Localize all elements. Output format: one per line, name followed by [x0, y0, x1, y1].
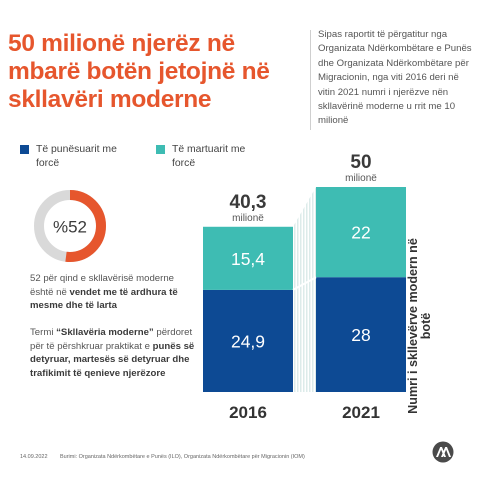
bar-value-label: 15,4 [231, 249, 265, 269]
legend-label-forced-marriage: Të martuarit me forcë [172, 144, 246, 169]
bar-connector-divider [292, 276, 317, 291]
description-income: 52 për qind e skllavërisë moderne është … [30, 272, 200, 313]
description-term-text-1: Termi [30, 327, 57, 338]
donut-label: %52 [53, 218, 87, 237]
bar-2021-series-0 [316, 277, 406, 392]
legend-forced-labor: Të punësuarit me forcë [20, 143, 130, 171]
aa-agency-logo-icon [432, 441, 454, 463]
donut-chart: %52 [34, 190, 106, 262]
description-term-text-2: përdoret për të përshkruar praktikat e [30, 327, 193, 352]
bar-2021-series-1 [316, 187, 406, 278]
x-tick-label: 2021 [342, 403, 380, 422]
footer-source: Burimi: Organizata Ndërkombëtare e Punës… [60, 454, 305, 460]
x-tick-label: 2016 [229, 403, 267, 422]
bar-total-value: 50 [350, 152, 371, 173]
description-term-bold-1: “Skllavëria moderne” [56, 327, 154, 338]
donut-fill [34, 190, 106, 262]
bar-total-unit: milionë [345, 173, 377, 184]
legend-forced-marriage: Të martuarit me forcë [156, 143, 266, 171]
description-term-bold-2: punës së detyruar, martesës së detyruar … [30, 340, 195, 379]
bar-connector [293, 187, 316, 392]
description-income-text: 52 për qind e skllavërisë moderne është … [30, 273, 174, 298]
legend-swatch-forced-marriage [156, 145, 165, 154]
side-axis-label: Numri i skllevërve modern në botë [406, 238, 433, 414]
intro-text: Sipas raportit të përgatitur nga Organiz… [318, 29, 472, 127]
bar-total-unit: milionë [232, 213, 264, 224]
bar-value-label: 28 [351, 325, 370, 345]
description-term: Termi “Skllavëria moderne” përdoret për … [30, 326, 200, 380]
legend-label-forced-labor: Të punësuarit me forcë [36, 144, 117, 169]
bar-2016-series-0 [203, 289, 293, 392]
header-divider [310, 30, 311, 130]
footer-date: 14.09.2022 [20, 454, 48, 460]
bar-2016-series-1 [203, 226, 293, 290]
description-income-bold: vendet me të ardhura të mesme dhe të lar… [30, 286, 178, 312]
page-title: 50 milionë njerëz në mbarë botën jetojnë… [8, 30, 270, 113]
bar-value-label: 24,9 [231, 331, 265, 351]
legend-swatch-forced-labor [20, 145, 29, 154]
bar-total-value: 40,3 [230, 192, 267, 213]
bar-value-label: 22 [351, 223, 370, 243]
